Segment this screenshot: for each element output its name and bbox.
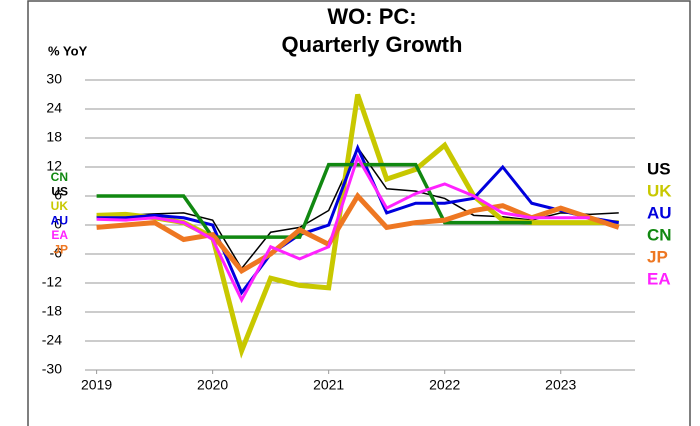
legend-label: CN [647,225,672,244]
left-label: JP [53,243,68,257]
y-axis-label: % YoY [48,43,88,58]
y-tick-label: -24 [42,332,62,348]
y-tick-label: 18 [46,129,62,145]
x-tick-label: 2019 [81,377,112,393]
left-label: UK [51,199,69,213]
y-tick-label: 6 [54,187,62,203]
left-label: US [51,185,68,199]
left-label: CN [51,170,68,184]
x-tick-label: 2020 [197,377,228,393]
y-tick-label: 12 [46,158,62,174]
x-tick-label: 2022 [429,377,460,393]
y-tick-label: -18 [42,303,62,319]
y-tick-label: 0 [54,216,62,232]
x-tick-label: 2023 [545,377,576,393]
legend-label: JP [647,247,668,266]
series-line [96,143,620,296]
y-tick-label: -12 [42,274,62,290]
chart-title: Quarterly Growth [282,32,463,57]
chart-title: WO: PC: [327,4,416,29]
legend-label: UK [647,181,672,200]
legend-label: AU [647,203,672,222]
y-tick-label: -30 [42,361,62,377]
y-tick-label: 24 [46,100,62,116]
series-line [96,153,590,304]
x-tick-label: 2021 [313,377,344,393]
left-label: EA [51,228,68,242]
left-label: AU [51,214,68,228]
legend-label: US [647,159,671,178]
y-tick-label: 30 [46,71,62,87]
y-tick-label: -6 [50,245,63,261]
legend-label: EA [647,269,671,288]
series-line [96,162,532,239]
